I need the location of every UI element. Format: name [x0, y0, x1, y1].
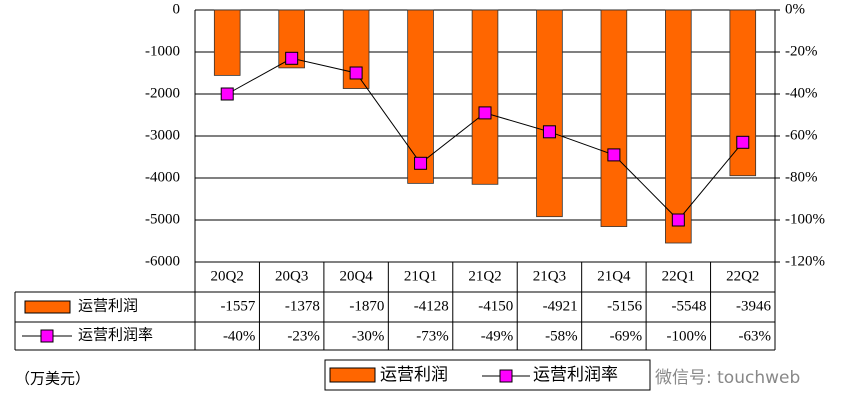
- line-marker: [607, 148, 621, 162]
- x-tick-label: 20Q3: [275, 268, 308, 284]
- bar: [729, 9, 757, 177]
- legend-swatch: [329, 367, 376, 383]
- bar: [407, 9, 434, 184]
- table-value: -1557: [220, 298, 255, 314]
- x-tick-label: 20Q4: [339, 268, 373, 284]
- bar: [471, 9, 499, 185]
- line-marker: [478, 106, 492, 120]
- y2-tick-label: -60%: [785, 127, 818, 143]
- x-tick-label: 21Q2: [468, 268, 501, 284]
- table-value: -63%: [739, 328, 772, 344]
- table-value: -1378: [285, 298, 320, 314]
- table-value: -58%: [545, 328, 578, 344]
- table-value: -73%: [416, 328, 449, 344]
- y2-tick-label: 0%: [785, 1, 805, 17]
- legend-marker: [40, 329, 54, 343]
- table-value: -5156: [607, 298, 642, 314]
- line-marker: [542, 125, 556, 139]
- line-marker: [414, 156, 428, 170]
- y-tick-label: -6000: [145, 253, 180, 269]
- table-value: -4921: [543, 298, 578, 314]
- table-value: -4150: [478, 298, 513, 314]
- table-value: -23%: [287, 328, 320, 344]
- table-value: -5548: [672, 298, 707, 314]
- y-tick-label: -3000: [145, 127, 180, 143]
- y2-tick-label: -40%: [785, 85, 818, 101]
- row-label: 运营利润率: [78, 326, 153, 343]
- x-tick-label: 21Q3: [533, 268, 566, 284]
- table-value: -1870: [349, 298, 384, 314]
- legend-label: 运营利润率: [533, 365, 618, 384]
- y2-tick-label: -20%: [785, 43, 818, 59]
- y2-tick-label: -100%: [785, 211, 825, 227]
- legend-marker: [499, 369, 513, 383]
- y-tick-label: -1000: [145, 43, 180, 59]
- line-marker: [285, 51, 299, 65]
- y-tick-label: -2000: [145, 85, 180, 101]
- x-tick-label: 22Q1: [662, 268, 695, 284]
- x-tick-label: 22Q2: [726, 268, 759, 284]
- y-tick-label: 0: [173, 1, 181, 17]
- x-tick-label: 20Q2: [211, 268, 244, 284]
- legend-box: [324, 359, 651, 391]
- bar: [536, 9, 563, 218]
- legend-label: 运营利润: [380, 365, 448, 384]
- table-value: -100%: [667, 328, 707, 344]
- unit-note: （万美元）: [15, 370, 90, 387]
- table-value: -49%: [481, 328, 514, 344]
- bar: [213, 9, 241, 76]
- table-value: -30%: [352, 328, 385, 344]
- row-label: 运营利润: [78, 297, 138, 314]
- table-value: -4128: [414, 298, 449, 314]
- x-tick-label: 21Q1: [404, 268, 437, 284]
- table-value: -69%: [610, 328, 643, 344]
- x-tick-label: 21Q4: [597, 268, 631, 284]
- watermark: 微信号: touchweb: [655, 368, 800, 388]
- line-marker: [736, 135, 750, 149]
- line-marker: [671, 213, 685, 227]
- line-marker: [349, 66, 363, 80]
- legend-swatch: [24, 300, 71, 314]
- y2-tick-label: -120%: [785, 253, 825, 269]
- table-value: -3946: [736, 298, 771, 314]
- y-tick-label: -4000: [145, 169, 180, 185]
- line-marker: [220, 87, 234, 101]
- y-tick-label: -5000: [145, 211, 180, 227]
- y2-tick-label: -80%: [785, 169, 818, 185]
- table-value: -40%: [223, 328, 256, 344]
- bar: [665, 9, 692, 244]
- bar: [600, 9, 628, 227]
